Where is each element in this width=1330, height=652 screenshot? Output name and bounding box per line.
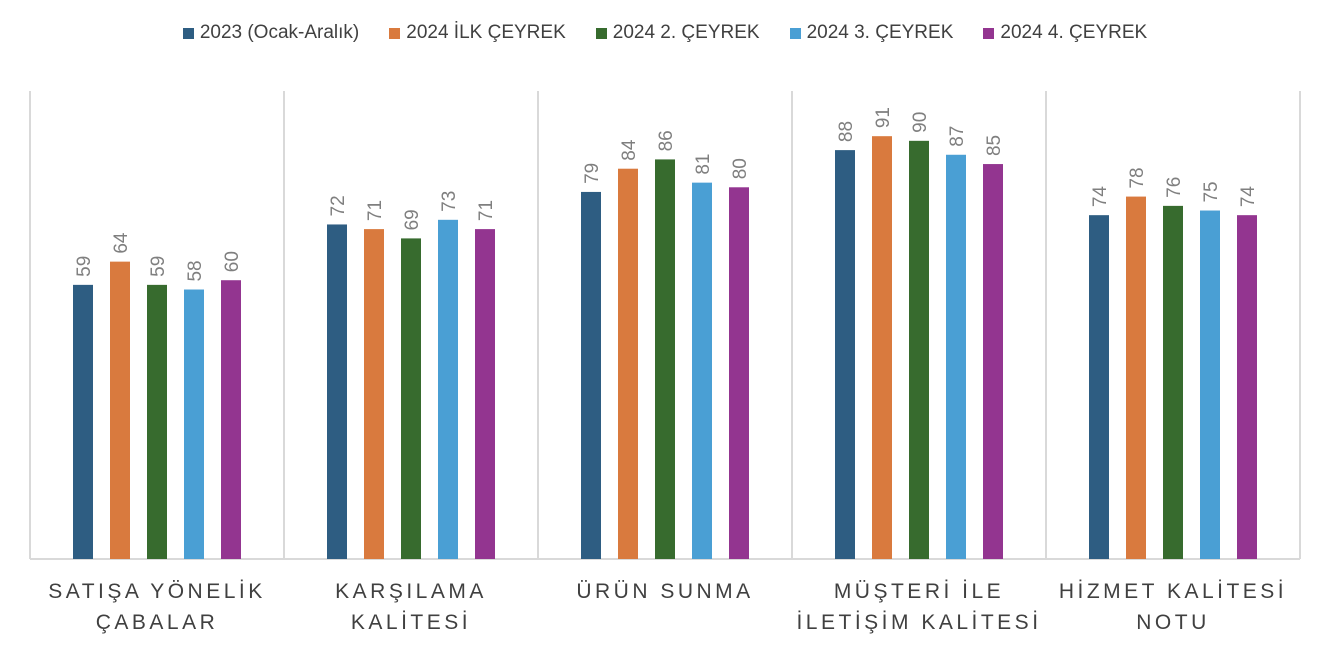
bar xyxy=(946,154,966,560)
bar xyxy=(983,164,1003,559)
data-label: 86 xyxy=(656,130,677,151)
bar xyxy=(221,280,241,559)
data-label: 80 xyxy=(730,158,751,179)
bar xyxy=(327,224,347,559)
bar xyxy=(1200,210,1220,559)
data-label: 60 xyxy=(222,251,243,272)
data-label: 74 xyxy=(1090,186,1111,208)
bar xyxy=(692,182,712,559)
data-label: 81 xyxy=(693,154,714,175)
category-label: MÜŞTERİ İLE xyxy=(834,580,1004,603)
bar xyxy=(1126,196,1146,559)
legend-item: 2024 4. ÇEYREK xyxy=(983,22,1147,44)
category-label: ÇABALAR xyxy=(96,611,219,634)
category-label: SATIŞA YÖNELİK xyxy=(48,580,265,603)
legend-label: 2024 3. ÇEYREK xyxy=(806,22,954,43)
category-label: NOTU xyxy=(1136,611,1210,634)
data-label: 79 xyxy=(582,163,603,184)
bar xyxy=(401,238,421,559)
data-label: 90 xyxy=(910,112,931,133)
bar xyxy=(1163,205,1183,559)
legend-swatch xyxy=(595,27,607,39)
data-label: 72 xyxy=(328,195,349,216)
data-label: 91 xyxy=(873,107,894,128)
bar xyxy=(73,284,93,559)
legend-label: 2024 İLK ÇEYREK xyxy=(406,22,566,43)
data-label: 78 xyxy=(1127,167,1148,188)
data-label: 69 xyxy=(402,209,423,230)
bar xyxy=(184,289,204,559)
data-label: 84 xyxy=(619,139,640,161)
legend-item: 2024 2. ÇEYREK xyxy=(595,22,760,44)
bar xyxy=(364,229,384,560)
legend-swatch xyxy=(182,27,194,39)
category-label: İLETİŞİM KALİTESİ xyxy=(796,611,1041,634)
bar xyxy=(475,229,495,560)
data-label: 76 xyxy=(1164,177,1185,198)
data-label: 88 xyxy=(836,121,857,142)
chart-legend: 2023 (Ocak-Aralık) 2024 İLK ÇEYREK 2024 2.… xyxy=(0,22,1330,44)
data-label: 87 xyxy=(947,126,968,147)
legend-label: 2024 4. ÇEYREK xyxy=(1000,22,1148,43)
category-label: KARŞILAMA xyxy=(335,580,487,603)
bar xyxy=(1089,215,1109,560)
bar xyxy=(110,261,130,559)
category-label: ÜRÜN SUNMA xyxy=(576,580,753,603)
legend-swatch xyxy=(983,27,995,39)
bar xyxy=(655,159,675,559)
data-label: 73 xyxy=(439,191,460,212)
legend-swatch xyxy=(789,27,801,39)
data-label: 71 xyxy=(365,200,386,221)
legend-label: 2023 (Ocak-Aralık) xyxy=(199,22,360,43)
legend-swatch xyxy=(389,27,401,39)
legend-item: 2024 3. ÇEYREK xyxy=(789,22,954,44)
legend-label: 2024 2. ÇEYREK xyxy=(612,22,760,43)
data-label: 58 xyxy=(185,260,206,281)
bar xyxy=(438,219,458,559)
bar xyxy=(1237,215,1257,560)
bar xyxy=(729,187,749,559)
category-label: KALİTESİ xyxy=(351,611,471,634)
data-label: 75 xyxy=(1201,181,1222,202)
data-label: 85 xyxy=(984,135,1005,156)
category-label: HİZMET KALİTESİ xyxy=(1059,580,1287,603)
data-label: 71 xyxy=(476,200,497,221)
bar xyxy=(909,140,929,559)
legend-item: 2023 (Ocak-Aralık) xyxy=(182,22,360,44)
bar xyxy=(581,191,601,560)
bar xyxy=(835,150,855,559)
bar xyxy=(618,168,638,559)
bar xyxy=(147,284,167,559)
data-label: 64 xyxy=(111,232,132,254)
legend-item: 2024 İLK ÇEYREK xyxy=(389,22,566,44)
bar xyxy=(872,136,892,559)
data-label: 74 xyxy=(1238,186,1259,208)
data-label: 59 xyxy=(74,256,95,277)
data-label: 59 xyxy=(148,256,169,277)
